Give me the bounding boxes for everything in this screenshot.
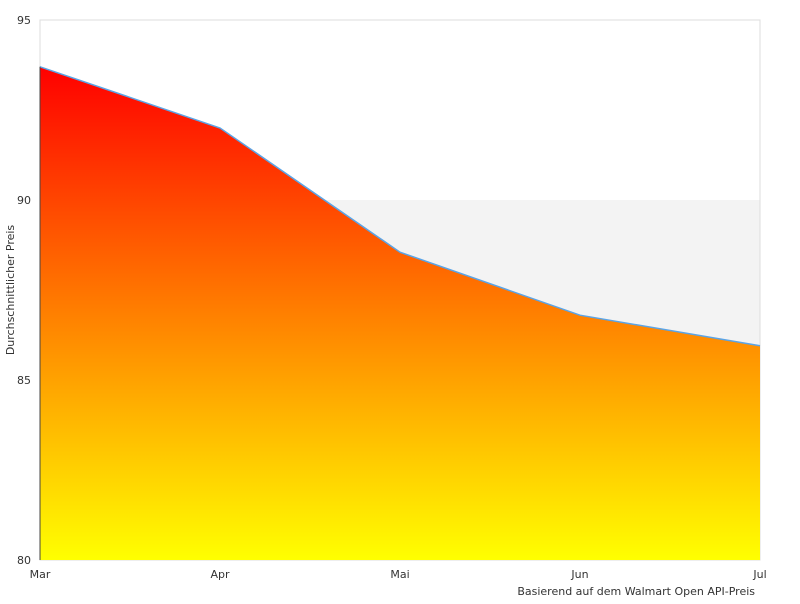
y-tick-label: 95 xyxy=(17,14,31,27)
x-tick-label: Jun xyxy=(570,568,588,581)
y-tick-label: 90 xyxy=(17,194,31,207)
x-tick-label: Mar xyxy=(30,568,51,581)
x-tick-label: Jul xyxy=(752,568,766,581)
area-fill xyxy=(40,66,760,561)
y-tick-label: 85 xyxy=(17,374,31,387)
credit-text: Basierend auf dem Walmart Open API-Preis xyxy=(517,585,755,598)
x-tick-label: Apr xyxy=(210,568,230,581)
series-line xyxy=(39,66,761,347)
y-axis-label: Durchschnittlicher Preis xyxy=(4,225,17,356)
x-tick-label: Mai xyxy=(390,568,409,581)
y-tick-label: 80 xyxy=(17,554,31,567)
